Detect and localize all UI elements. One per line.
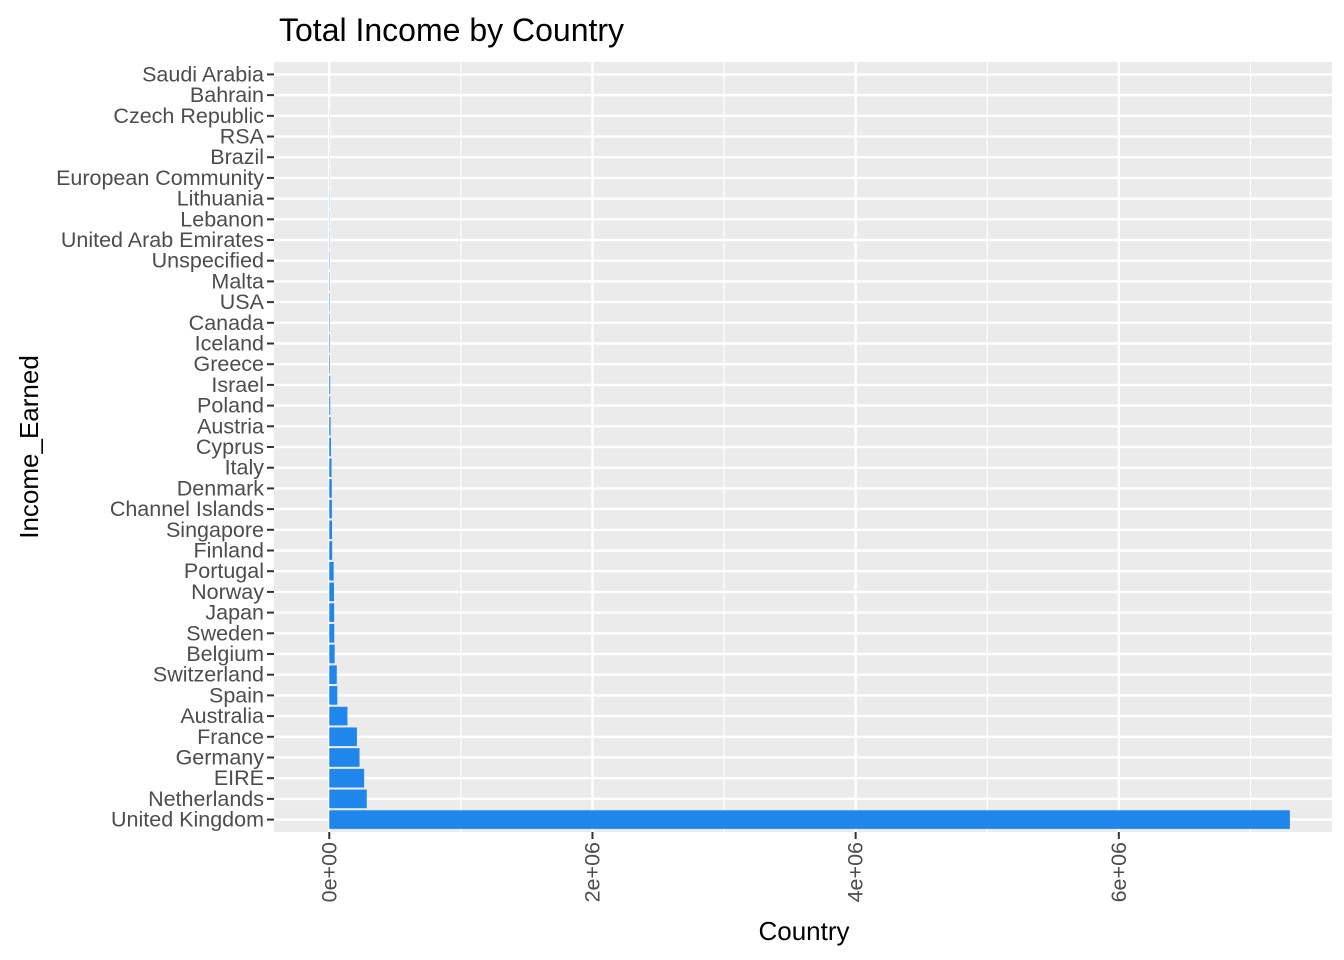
y-tick-label: Lebanon: [180, 207, 264, 231]
y-tick-label: Unspecified: [152, 249, 264, 273]
bar-greece: [329, 354, 330, 374]
bar-portugal: [329, 561, 334, 581]
y-tick-label: Germany: [176, 745, 265, 769]
bars: [329, 65, 1290, 829]
y-tick-label: Singapore: [166, 518, 264, 542]
y-tick-label: Cyprus: [196, 435, 264, 459]
y-tick-label: Channel Islands: [110, 497, 264, 521]
y-tick-label: RSA: [220, 125, 265, 149]
y-tick-label: Greece: [193, 352, 264, 376]
bar-norway: [329, 582, 335, 602]
y-tick-label: United Arab Emirates: [61, 228, 264, 252]
bar-japan: [329, 603, 335, 622]
bar-eire: [329, 768, 365, 788]
gridlines: [274, 62, 1332, 832]
y-tick-label: Israel: [211, 373, 264, 397]
y-tick-label: Finland: [193, 538, 264, 562]
y-tick-label: Iceland: [195, 332, 264, 356]
y-tick-label: Saudi Arabia: [142, 62, 264, 86]
bar-channel-islands: [329, 499, 332, 519]
bar-spain: [329, 686, 338, 705]
x-axis: 0e+00 2e+06 4e+06 6e+06: [317, 832, 1131, 902]
x-tick-label: 2e+06: [580, 842, 604, 902]
y-tick-label: Bahrain: [190, 83, 264, 107]
y-tick-label: Sweden: [186, 621, 264, 645]
bar-israel: [329, 375, 331, 395]
bar-poland: [329, 396, 331, 415]
bar-germany: [329, 748, 360, 767]
y-tick-label: United Kingdom: [111, 808, 264, 832]
x-tick-label: 6e+06: [1107, 842, 1131, 902]
y-tick-label: Spain: [209, 683, 264, 707]
y-axis-title: Income_Earned: [14, 355, 44, 539]
bar-singapore: [329, 520, 333, 540]
bar-switzerland: [329, 665, 337, 685]
x-tick-label: 4e+06: [844, 842, 868, 902]
y-tick-label: Denmark: [177, 476, 264, 500]
bar-finland: [329, 541, 333, 560]
y-tick-label: Japan: [205, 601, 264, 625]
y-tick-label: Switzerland: [153, 663, 264, 687]
bar-sweden: [329, 623, 335, 643]
y-tick-label: Italy: [225, 456, 265, 480]
bar-belgium: [329, 644, 335, 664]
y-tick-label: Poland: [197, 394, 264, 418]
bar-iceland: [329, 334, 330, 353]
bar-netherlands: [329, 789, 367, 809]
y-tick-label: Canada: [189, 311, 264, 335]
bar-united-kingdom: [329, 810, 1290, 829]
y-tick-label: Portugal: [184, 559, 264, 583]
x-axis-title: Country: [758, 916, 849, 946]
bar-france: [329, 727, 357, 747]
y-tick-label: Malta: [211, 269, 264, 293]
y-tick-label: Lithuania: [177, 187, 264, 211]
y-tick-label: Netherlands: [148, 787, 264, 811]
y-tick-label: Austria: [197, 414, 264, 438]
y-tick-label: Brazil: [210, 145, 264, 169]
y-tick-label: Norway: [191, 580, 264, 604]
y-tick-label: EIRE: [214, 766, 264, 790]
x-tick-label: 0e+00: [317, 842, 341, 902]
chart-title: Total Income by Country: [279, 12, 624, 48]
bar-italy: [329, 458, 332, 478]
bar-cyprus: [329, 437, 331, 457]
y-tick-label: Czech Republic: [113, 104, 264, 128]
y-axis: United KingdomNetherlandsEIREGermanyFran…: [56, 62, 274, 832]
y-tick-label: Australia: [180, 704, 264, 728]
y-tick-label: European Community: [56, 166, 264, 190]
y-tick-label: Belgium: [186, 642, 264, 666]
y-tick-label: France: [197, 725, 264, 749]
bar-australia: [329, 706, 348, 726]
y-tick-label: USA: [220, 290, 265, 314]
bar-austria: [329, 416, 331, 436]
bar-denmark: [329, 479, 332, 498]
